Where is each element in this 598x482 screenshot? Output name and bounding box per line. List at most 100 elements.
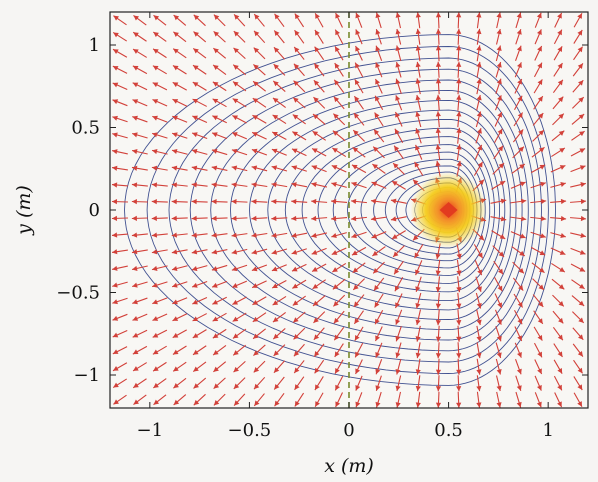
vector-arrow	[191, 199, 208, 205]
vector-arrow	[510, 198, 527, 204]
vector-arrow	[231, 182, 248, 188]
vector-arrow	[232, 64, 247, 76]
vector-arrow	[456, 127, 462, 144]
vector-arrow	[494, 276, 503, 292]
vector-arrow	[211, 215, 228, 221]
vector-arrow	[251, 232, 268, 238]
vector-arrow	[390, 216, 407, 222]
vector-arrow	[570, 232, 586, 238]
vector-arrow	[111, 249, 128, 255]
vector-arrow	[191, 232, 208, 238]
vector-arrow	[532, 278, 545, 291]
vector-arrow	[495, 45, 502, 62]
vector-arrow	[271, 148, 287, 156]
vector-arrow	[476, 309, 482, 326]
vector-arrow	[530, 215, 547, 222]
x-tick-label: −1	[137, 420, 164, 441]
vector-arrow	[415, 144, 423, 160]
vector-arrow	[171, 249, 188, 255]
vector-arrow	[550, 247, 566, 256]
vector-arrow	[414, 244, 424, 259]
vector-arrow	[415, 325, 421, 342]
vector-arrow	[353, 294, 365, 308]
vector-arrow	[435, 78, 442, 95]
vector-arrow	[293, 360, 305, 374]
vector-arrow	[112, 65, 128, 74]
vector-arrow	[152, 31, 167, 42]
vector-arrow	[351, 231, 367, 239]
vector-arrow	[313, 79, 325, 93]
vector-arrow	[393, 260, 404, 275]
vector-arrow	[495, 358, 502, 375]
vector-arrow	[272, 328, 286, 340]
vector-arrow	[211, 132, 228, 140]
vector-arrow	[231, 215, 248, 221]
vector-arrow	[312, 295, 326, 307]
vector-arrow	[514, 309, 523, 325]
vector-arrow	[514, 78, 523, 94]
vector-arrow	[456, 111, 462, 128]
vector-arrow	[374, 309, 384, 325]
y-tick-label: 1	[89, 35, 100, 56]
contour-line	[317, 136, 495, 284]
vector-arrow	[352, 129, 366, 142]
vector-arrow	[571, 295, 585, 307]
vector-arrow	[353, 112, 365, 126]
vector-arrow	[211, 182, 228, 188]
vector-arrow	[353, 310, 364, 325]
vector-arrow	[335, 392, 343, 408]
vector-arrow	[112, 346, 128, 355]
vector-arrow	[292, 279, 307, 289]
vector-arrow	[473, 161, 484, 176]
vector-arrow	[333, 96, 345, 110]
vector-arrow	[111, 199, 128, 205]
vector-arrow	[191, 215, 208, 221]
contour-line	[168, 57, 542, 363]
vector-arrow	[573, 46, 584, 61]
vector-arrow	[231, 165, 248, 172]
vector-arrow	[415, 391, 421, 408]
vector-arrow	[334, 46, 344, 61]
contour-line	[332, 144, 491, 276]
vector-arrow	[375, 375, 382, 392]
vector-arrow	[151, 199, 168, 205]
vector-arrow	[552, 310, 564, 324]
vector-arrow	[395, 12, 402, 29]
vector-arrow	[375, 391, 382, 408]
contour-line	[284, 118, 506, 302]
vector-arrow	[570, 182, 586, 188]
vector-arrow	[513, 293, 524, 308]
vector-arrow	[475, 111, 482, 128]
vector-arrow	[395, 45, 402, 62]
vector-arrow	[532, 129, 545, 142]
vector-arrow	[476, 45, 482, 62]
vector-arrow	[494, 111, 503, 127]
vector-arrow	[332, 278, 346, 290]
vector-arrow	[192, 81, 207, 91]
vector-arrow	[273, 30, 285, 44]
vector-arrow	[293, 46, 305, 60]
vector-arrow	[313, 343, 325, 357]
vector-arrow	[394, 293, 403, 309]
contour-line	[249, 100, 517, 320]
vector-arrow	[476, 391, 482, 408]
vector-arrow	[231, 132, 248, 140]
vector-arrow	[573, 13, 583, 28]
vector-arrow	[395, 61, 402, 78]
vector-arrow	[372, 163, 386, 174]
vector-arrow	[511, 246, 526, 257]
vector-arrow	[314, 29, 324, 44]
vector-arrow	[553, 29, 563, 45]
y-tick-label: 0.5	[71, 118, 100, 139]
vector-arrow	[353, 95, 364, 110]
vector-arrow	[435, 391, 442, 408]
vector-arrow	[375, 342, 383, 358]
vector-arrow	[211, 232, 228, 238]
vector-arrow	[191, 265, 208, 272]
vector-arrow	[271, 165, 288, 172]
vector-arrow	[212, 345, 227, 356]
vector-arrow	[132, 132, 148, 139]
vector-arrow	[132, 297, 148, 305]
vector-arrow	[395, 342, 402, 359]
vector-arrow	[473, 244, 484, 259]
